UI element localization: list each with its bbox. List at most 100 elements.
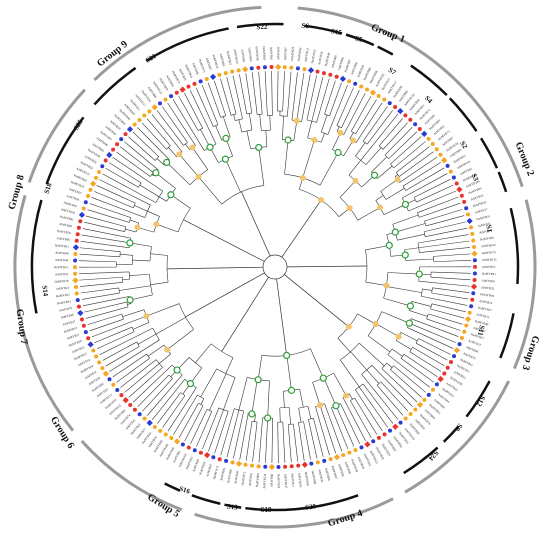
subgroup-label-s15: S15 — [330, 27, 343, 37]
leaf-marker — [210, 74, 216, 80]
branch — [79, 272, 129, 274]
branch — [425, 228, 467, 236]
bootstrap-node-mid — [134, 224, 140, 230]
branch — [394, 141, 426, 167]
leaf-marker — [464, 323, 468, 327]
leaf-marker-layer — [72, 64, 477, 470]
leaf-marker — [147, 420, 153, 426]
branch — [419, 241, 470, 248]
bootstrap-node-mid — [189, 144, 195, 150]
branch — [148, 345, 164, 356]
branch — [247, 131, 251, 149]
branch — [260, 114, 262, 130]
leaf-marker — [442, 371, 446, 375]
leaf-label: AtMYB60 — [330, 54, 338, 68]
branch — [80, 248, 120, 252]
leaf-marker — [335, 75, 339, 79]
branch — [220, 79, 231, 116]
leaf-marker — [133, 123, 137, 127]
branch — [258, 355, 262, 379]
leaf-label: AtMYB103 — [60, 207, 76, 215]
branch — [83, 229, 131, 239]
leaf-marker — [365, 87, 369, 91]
leaf-label: HuMYB48 — [324, 52, 331, 67]
branch — [404, 354, 437, 377]
leaf-label: HuMYB52 — [310, 49, 317, 64]
bootstrap-node-high — [416, 271, 422, 277]
branch — [156, 317, 186, 334]
subgroup-label-s13: S13 — [226, 502, 238, 511]
branch — [201, 399, 204, 405]
branch — [381, 179, 398, 191]
leaf-marker — [449, 170, 453, 174]
subgroup-label-s24: S24 — [427, 449, 441, 463]
branch — [151, 282, 169, 285]
branch — [268, 381, 270, 418]
leaf-label: HuMYB89 — [311, 470, 318, 485]
bootstrap-node-mid — [350, 137, 356, 143]
leaf-marker — [74, 285, 78, 289]
branch — [387, 363, 392, 368]
leaf-marker — [236, 461, 242, 467]
branch — [120, 360, 156, 388]
branch — [137, 127, 169, 159]
leaf-marker — [179, 87, 185, 93]
branch — [173, 395, 197, 435]
subgroup-label-s12: S12 — [474, 394, 486, 408]
branch — [86, 307, 128, 318]
leaf-marker — [473, 271, 477, 275]
leaf-marker — [84, 330, 88, 334]
leaf-label: HuMYB79 — [481, 250, 496, 255]
branch — [362, 374, 398, 419]
leaf-marker — [470, 232, 474, 236]
branch — [308, 419, 317, 458]
branch — [390, 137, 421, 165]
leaf-marker — [441, 157, 447, 163]
leaf-marker — [111, 383, 115, 387]
leaf-marker — [464, 206, 468, 210]
branch — [120, 254, 133, 255]
bootstrap-node-high — [174, 367, 180, 373]
leaf-label: HuMYB91 — [482, 272, 496, 276]
leaf-marker — [370, 90, 376, 96]
branch — [249, 114, 252, 130]
leaf-label: HuMYB95 — [63, 200, 78, 208]
leaf-marker — [427, 393, 431, 397]
leaf-marker — [111, 148, 115, 152]
branch — [192, 147, 207, 169]
bootstrap-node-high — [127, 297, 133, 303]
leaf-label: HuMYB42 — [297, 47, 303, 62]
branch — [159, 354, 170, 364]
leaf-marker — [106, 152, 112, 158]
branch — [239, 74, 246, 114]
leaf-label: HuMYB25 — [476, 214, 491, 221]
leaf-marker — [256, 66, 260, 70]
branch — [125, 229, 136, 232]
branch — [225, 159, 240, 192]
branch — [384, 298, 411, 306]
subgroup-arc-17 — [165, 484, 180, 491]
leaf-label: AtMYB46 — [60, 313, 74, 320]
leaf-label: HuMYB34 — [277, 474, 281, 488]
branch — [320, 153, 338, 186]
subgroup-label-s4: S4 — [423, 94, 434, 105]
leaf-marker — [82, 324, 86, 328]
bootstrap-node-high — [207, 144, 213, 150]
leaf-marker — [471, 238, 475, 242]
bootstrap-node-mid — [347, 205, 353, 211]
leaf-label: HuMYB12 — [56, 292, 71, 298]
leaf-marker — [250, 464, 254, 468]
leaf-marker — [422, 398, 426, 402]
leaf-marker — [87, 341, 93, 347]
leaf-label: AtMYB81 — [240, 49, 246, 63]
bootstrap-node-high — [127, 240, 133, 246]
branch — [359, 343, 384, 366]
branch — [377, 385, 403, 415]
leaf-marker — [181, 443, 185, 447]
leaf-label: AtMYB14 — [479, 299, 493, 305]
branch — [308, 121, 312, 138]
branch — [113, 354, 147, 377]
leaf-label: HuMYB76 — [57, 229, 72, 235]
branch — [223, 117, 230, 137]
branch — [190, 90, 216, 144]
